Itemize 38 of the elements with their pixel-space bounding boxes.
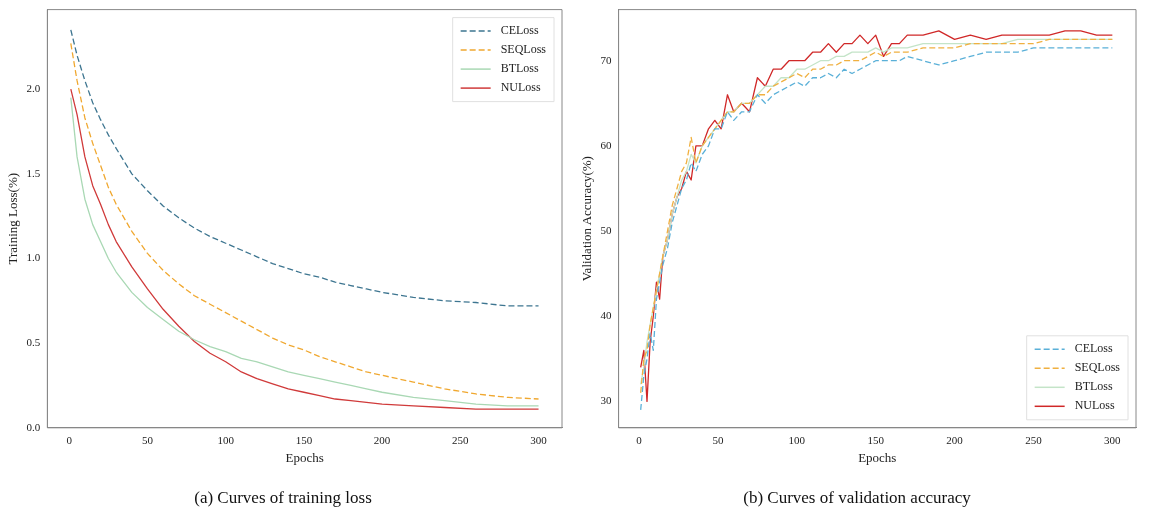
y-tick-label: 1.0 (26, 251, 41, 264)
x-tick-label: 250 (452, 434, 470, 447)
x-tick-label: 50 (712, 434, 724, 447)
x-tick-label: 200 (373, 434, 391, 447)
x-tick-label: 0 (66, 434, 73, 447)
y-tick-label: 0.0 (26, 420, 41, 433)
y-axis-title: Training Loss(%) (5, 172, 21, 265)
legend-label: CELoss (1074, 341, 1113, 356)
legend-label: BTLoss (500, 61, 539, 76)
x-tick-label: 200 (946, 434, 964, 447)
legend-label: NULoss (1074, 398, 1115, 413)
y-tick-label: 0.5 (26, 336, 41, 349)
legend-label: SEQLoss (1074, 360, 1121, 375)
y-axis-title: Validation Accuracy(%) (579, 156, 595, 282)
x-axis-title: Epochs (285, 450, 324, 466)
text: (b) Curves of validation accuracy (743, 488, 972, 508)
legend-label: CELoss (500, 23, 539, 38)
legend-label: BTLoss (1074, 379, 1113, 394)
x-tick-label: 250 (1025, 434, 1043, 447)
x-tick-label: 0 (636, 434, 643, 447)
legend-label: SEQLoss (500, 42, 547, 57)
x-tick-label: 150 (867, 434, 885, 447)
x-tick-label: 300 (530, 434, 548, 447)
y-tick-label: 60 (600, 138, 613, 151)
y-tick-label: 2.0 (26, 82, 41, 95)
x-tick-label: 100 (217, 434, 235, 447)
x-tick-label: 300 (1104, 434, 1122, 447)
y-tick-label: 1.5 (26, 166, 41, 179)
y-tick-label: 50 (600, 223, 613, 236)
y-tick-label: 30 (600, 394, 613, 407)
x-tick-label: 150 (295, 434, 313, 447)
x-axis-title: Epochs (858, 450, 897, 466)
x-tick-label: 50 (141, 434, 154, 447)
y-tick-label: 40 (600, 309, 613, 322)
text: (a) Curves of training loss (194, 488, 372, 508)
x-tick-label: 100 (788, 434, 806, 447)
y-tick-label: 70 (600, 53, 613, 66)
legend-label: NULoss (500, 80, 541, 95)
